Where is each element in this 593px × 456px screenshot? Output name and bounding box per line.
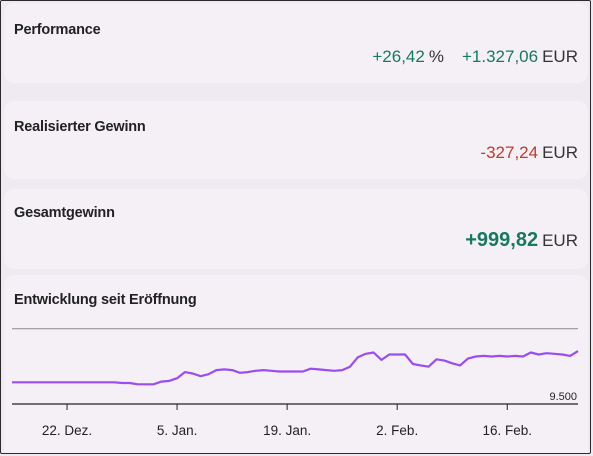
total-gain-unit: EUR	[542, 231, 578, 250]
total-gain-values: +999,82 EUR	[465, 229, 578, 252]
realized-gain-amount: -327,24	[480, 143, 539, 162]
performance-percent: +26,42	[372, 47, 425, 66]
realized-gain-card: Realisierter Gewinn -327,24 EUR	[4, 101, 588, 179]
performance-amount-unit: EUR	[542, 47, 578, 66]
performance-values: +26,42 % +1.327,06 EUR	[372, 47, 578, 67]
x-tick-label: 2. Feb.	[376, 423, 418, 438]
performance-card: Performance +26,42 % +1.327,06 EUR	[4, 3, 588, 83]
chart-card: Entwicklung seit Eröffnung	[4, 275, 588, 453]
realized-gain-unit: EUR	[542, 143, 578, 162]
x-tick-label: 16. Feb.	[482, 423, 532, 438]
y-tick-label: 9.500	[549, 391, 577, 403]
series-line	[12, 350, 579, 386]
x-tick-label: 22. Dez.	[42, 423, 92, 438]
realized-gain-title: Realisierter Gewinn	[14, 119, 146, 135]
realized-gain-values: -327,24 EUR	[480, 143, 578, 163]
performance-amount: +1.327,06	[461, 47, 539, 66]
total-gain-card: Gesamtgewinn +999,82 EUR	[4, 189, 588, 269]
total-gain-title: Gesamtgewinn	[14, 205, 115, 221]
chart-title: Entwicklung seit Eröffnung	[14, 292, 197, 308]
total-gain-amount: +999,82	[465, 229, 539, 251]
x-tick-label: 5. Jan.	[157, 423, 198, 438]
performance-title: Performance	[14, 22, 101, 38]
x-tick-label: 19. Jan.	[263, 423, 311, 438]
performance-percent-unit: %	[428, 47, 444, 66]
